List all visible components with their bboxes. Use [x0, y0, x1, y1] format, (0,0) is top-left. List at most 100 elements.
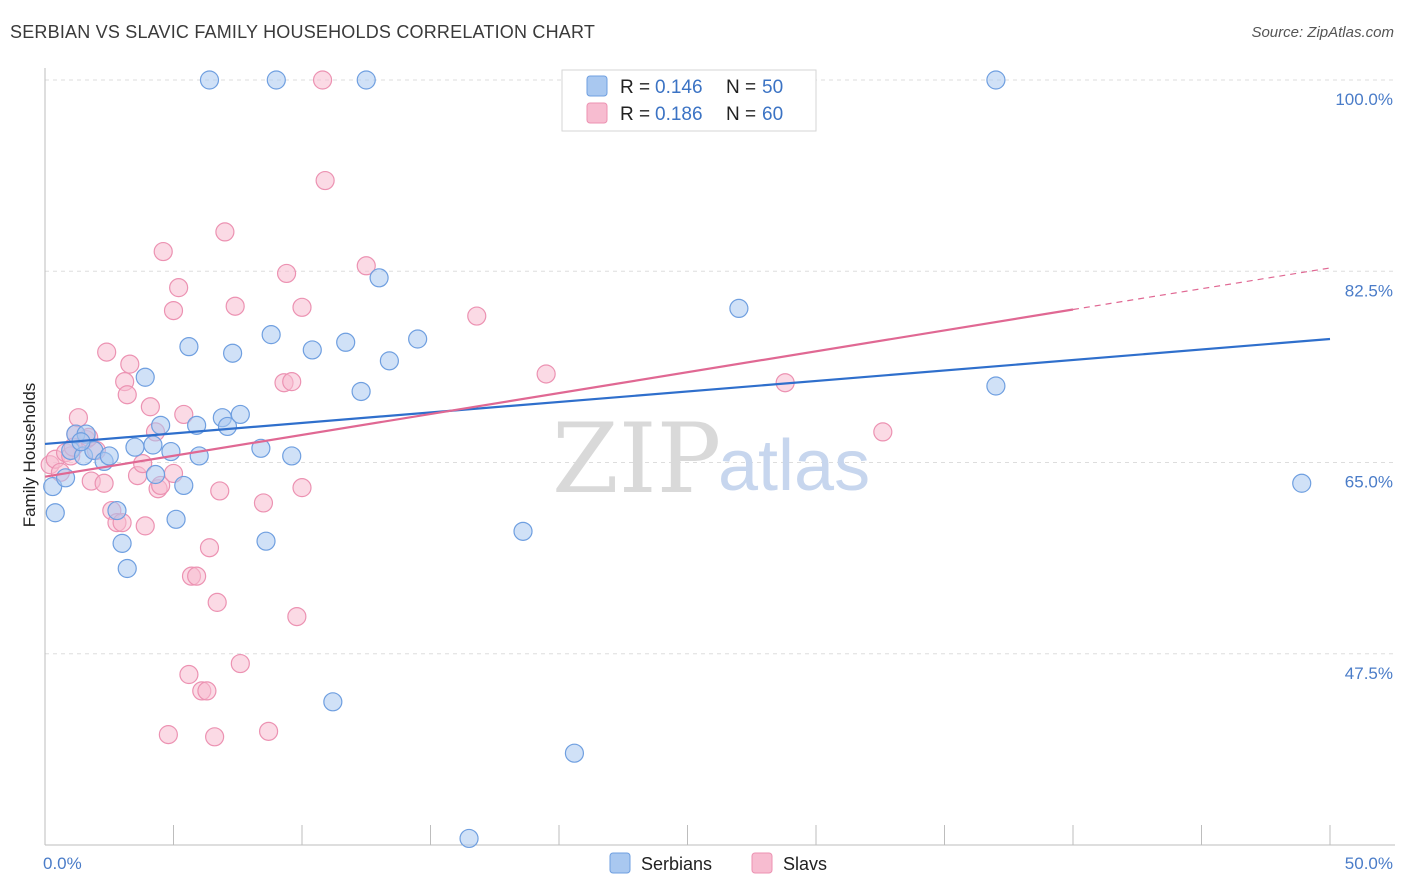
slavs-point	[215, 222, 235, 242]
slavs-point	[292, 478, 312, 498]
slavs-point	[225, 296, 245, 316]
slavs-point	[230, 653, 250, 674]
serbians-point	[187, 415, 207, 435]
slavs-point	[315, 170, 335, 191]
axis-layer	[44, 68, 1395, 846]
serbians-point	[256, 531, 276, 551]
serbians-point	[564, 743, 585, 763]
bottom-legend-slavs: Slavs	[783, 854, 827, 874]
serbians-point	[369, 268, 389, 288]
serbians-point	[356, 70, 376, 90]
slavs-point	[68, 408, 89, 428]
slavs-point	[135, 516, 155, 536]
watermark-zip: ZIP	[552, 403, 721, 515]
slavs-point	[199, 538, 220, 558]
slavs-point	[210, 481, 230, 501]
serbians-point	[223, 343, 243, 363]
slavs-point	[207, 592, 227, 612]
legend-slavs-r-value: 0.186	[655, 104, 703, 125]
legend-box: R = 0.146 N = 50 R = 0.186 N = 60	[561, 69, 817, 132]
slavs-point	[120, 354, 140, 374]
slavs-point	[536, 364, 556, 384]
slavs-point	[163, 300, 184, 321]
y-tick-label: 82.5%	[1345, 281, 1393, 300]
serbians-point	[107, 500, 127, 521]
serbians-point	[336, 332, 356, 352]
serbians-point	[729, 298, 749, 319]
slavs-point	[197, 681, 217, 701]
serbians-point	[323, 692, 343, 712]
x-tick-label-max: 50.0%	[1345, 854, 1393, 873]
legend-serbians-r-value: 0.146	[655, 77, 703, 98]
serbians-point	[99, 446, 119, 466]
serbians-trend-line	[44, 337, 1331, 446]
serbians-point	[143, 435, 163, 455]
bottom-legend-swatch-slavs	[751, 852, 773, 874]
y-tick-label: 100.0%	[1335, 90, 1393, 109]
chart-source: Source: ZipAtlas.com	[1251, 24, 1394, 41]
serbians-point	[513, 521, 533, 541]
serbians-point	[302, 340, 322, 360]
legend-swatch-slavs	[586, 102, 608, 124]
slavs-point	[117, 385, 137, 405]
tick-label-layer: 47.5% 65.0% 82.5% 100.0% 0.0% 50.0%	[43, 90, 1393, 873]
legend-slavs-n-label: N =	[726, 104, 756, 125]
bottom-legend: Serbians Slavs	[609, 852, 827, 874]
slavs-point	[153, 241, 173, 262]
chart-title: SERBIAN VS SLAVIC FAMILY HOUSEHOLDS CORR…	[10, 22, 596, 42]
slavs-point	[205, 727, 225, 747]
slavs-point	[140, 397, 160, 417]
slavs-point	[253, 493, 274, 513]
serbians-point	[1292, 473, 1312, 493]
serbians-point	[179, 337, 199, 357]
serbians-point	[379, 351, 399, 371]
y-tick-label: 65.0%	[1345, 473, 1393, 492]
legend-swatch-serbians	[586, 75, 608, 97]
serbians-point	[261, 325, 281, 345]
serbians-point	[230, 404, 250, 425]
slavs-point	[282, 372, 302, 392]
trend-layer	[44, 267, 1331, 478]
serbians-point	[459, 828, 479, 849]
serbians-point	[351, 381, 371, 402]
serbians-point	[251, 438, 271, 458]
slavs-point	[312, 70, 333, 90]
serbians-point	[166, 509, 186, 529]
legend-slavs-n-value: 60	[762, 104, 783, 125]
slavs-point	[356, 256, 376, 276]
watermark: ZIP atlas	[552, 403, 870, 515]
slavs-trend-extension	[1072, 267, 1331, 311]
slavs-point	[276, 263, 297, 284]
serbians-point	[282, 446, 302, 466]
legend-serbians-n-label: N =	[726, 77, 756, 98]
slavs-point	[94, 473, 114, 493]
serbians-point	[266, 70, 286, 90]
slavs-point	[873, 422, 893, 442]
serbians-point	[217, 416, 238, 437]
y-axis-label: Family Households	[20, 383, 39, 528]
slavs-point	[292, 297, 312, 317]
legend-serbians-r-label: R =	[620, 77, 650, 98]
serbians-point	[117, 558, 137, 579]
serbians-point	[199, 70, 220, 90]
slavs-point	[158, 725, 178, 745]
x-tick-label-min: 0.0%	[43, 854, 82, 873]
points-layer	[40, 70, 1312, 849]
serbians-point	[45, 503, 65, 523]
slavs-point	[179, 664, 199, 685]
slavs-point	[187, 566, 207, 586]
serbians-point	[174, 475, 194, 496]
serbians-point	[986, 70, 1006, 90]
serbians-point	[112, 533, 132, 553]
slavs-point	[287, 606, 307, 627]
y-tick-label: 47.5%	[1345, 664, 1393, 683]
serbians-point	[151, 415, 171, 435]
slavs-trend-line	[44, 308, 1074, 478]
slavs-point	[258, 721, 279, 741]
slavs-point	[97, 342, 117, 362]
serbians-point	[986, 376, 1006, 396]
slavs-point	[174, 404, 194, 425]
bottom-legend-serbians: Serbians	[641, 854, 712, 874]
serbians-point	[135, 367, 155, 387]
